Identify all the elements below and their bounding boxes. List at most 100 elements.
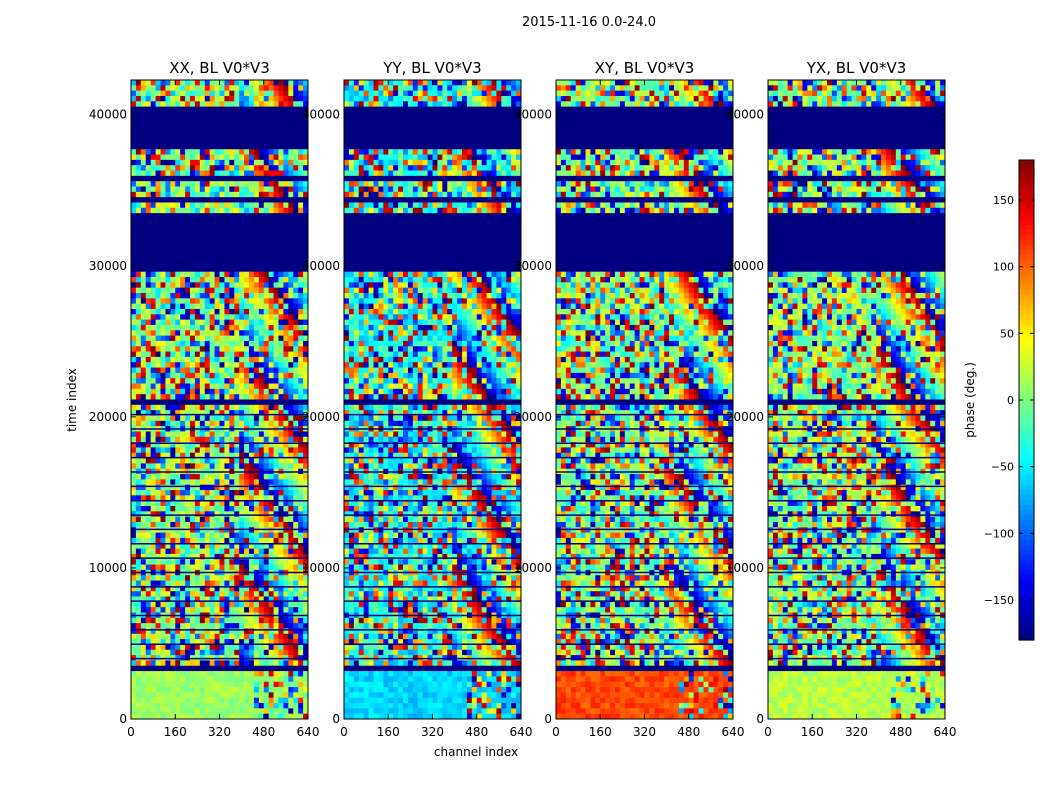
colorbar-segment bbox=[1019, 570, 1034, 576]
colorbar-segment bbox=[1019, 245, 1034, 251]
panel-1: YY, BL V0*V3 0 160 320 480 640 0 10000 20000 3000… bbox=[302, 59, 533, 739]
x-tick-label: 480 bbox=[889, 725, 912, 739]
colorbar-segment bbox=[1019, 565, 1034, 571]
y-tick-label: 10000 bbox=[302, 561, 340, 575]
colorbar-segment bbox=[1019, 480, 1034, 486]
x-tick-label: 480 bbox=[252, 725, 275, 739]
colorbar-segment bbox=[1019, 475, 1034, 481]
y-tick-label: 30000 bbox=[89, 259, 127, 273]
colorbar-segment bbox=[1019, 540, 1034, 546]
colorbar-segment bbox=[1019, 585, 1034, 591]
colorbar-segment bbox=[1019, 445, 1034, 451]
colorbar-segment bbox=[1019, 555, 1034, 561]
colorbar-segment bbox=[1019, 615, 1034, 621]
colorbar-segment bbox=[1019, 390, 1034, 396]
colorbar-tick-label: 150 bbox=[993, 194, 1014, 207]
colorbar-segment bbox=[1019, 470, 1034, 476]
panel-title: XX, BL V0*V3 bbox=[169, 59, 270, 77]
colorbar-segment bbox=[1019, 330, 1034, 336]
colorbar-segment bbox=[1019, 525, 1034, 531]
y-tick-label: 20000 bbox=[302, 410, 340, 424]
panel-title: YY, BL V0*V3 bbox=[382, 59, 481, 77]
colorbar-segment bbox=[1019, 595, 1034, 601]
colorbar-segment bbox=[1019, 170, 1034, 176]
colorbar-segment bbox=[1019, 335, 1034, 341]
phase-image bbox=[344, 80, 521, 719]
colorbar-segment bbox=[1019, 490, 1034, 496]
y-tick-label: 30000 bbox=[514, 259, 552, 273]
colorbar-segment bbox=[1019, 275, 1034, 281]
x-tick-label: 640 bbox=[934, 725, 957, 739]
y-tick-label: 0 bbox=[119, 712, 127, 726]
colorbar-segment bbox=[1019, 195, 1034, 201]
x-tick-label: 0 bbox=[340, 725, 348, 739]
y-tick-label: 30000 bbox=[302, 259, 340, 273]
colorbar-segment bbox=[1019, 190, 1034, 196]
x-tick-label: 640 bbox=[722, 725, 745, 739]
colorbar-segment bbox=[1019, 610, 1034, 616]
x-tick-label: 480 bbox=[677, 725, 700, 739]
y-tick-label: 40000 bbox=[89, 108, 127, 122]
colorbar-segment bbox=[1019, 460, 1034, 466]
colorbar-segment bbox=[1019, 325, 1034, 331]
colorbar-tick-label: −150 bbox=[984, 594, 1014, 607]
colorbar-segment bbox=[1019, 370, 1034, 376]
x-tick-label: 480 bbox=[465, 725, 488, 739]
colorbar-segment bbox=[1019, 210, 1034, 216]
colorbar-segment bbox=[1019, 545, 1034, 551]
y-tick-label: 20000 bbox=[726, 410, 764, 424]
figure-title: 2015-11-16 0.0-24.0 bbox=[522, 15, 656, 30]
colorbar-segment bbox=[1019, 315, 1034, 321]
x-tick-label: 320 bbox=[845, 725, 868, 739]
x-tick-label: 160 bbox=[164, 725, 187, 739]
colorbar-segment bbox=[1019, 340, 1034, 346]
x-tick-label: 320 bbox=[633, 725, 656, 739]
colorbar-segment bbox=[1019, 375, 1034, 381]
colorbar-segment bbox=[1019, 165, 1034, 171]
y-tick-label: 10000 bbox=[514, 561, 552, 575]
colorbar-segment bbox=[1019, 415, 1034, 421]
colorbar-segment bbox=[1019, 220, 1034, 226]
colorbar-segment bbox=[1019, 270, 1034, 276]
y-tick-label: 40000 bbox=[726, 108, 764, 122]
colorbar-segment bbox=[1019, 620, 1034, 626]
colorbar-segment bbox=[1019, 180, 1034, 186]
colorbar-segment bbox=[1019, 300, 1034, 306]
colorbar-segment bbox=[1019, 495, 1034, 501]
colorbar-segment bbox=[1019, 260, 1034, 266]
colorbar-segment bbox=[1019, 360, 1034, 366]
colorbar-segment bbox=[1019, 510, 1034, 516]
colorbar-segment bbox=[1019, 500, 1034, 506]
panels: XX, BL V0*V3 0 160 320 480 640 0 10000 20000 3000… bbox=[89, 59, 957, 739]
colorbar-segment bbox=[1019, 530, 1034, 536]
colorbar-segment bbox=[1019, 345, 1034, 351]
colorbar-segment bbox=[1019, 425, 1034, 431]
colorbar-segment bbox=[1019, 400, 1034, 406]
y-tick-label: 10000 bbox=[89, 561, 127, 575]
colorbar-tick-label: 100 bbox=[993, 261, 1014, 274]
y-tick-label: 40000 bbox=[302, 108, 340, 122]
colorbar-segment bbox=[1019, 380, 1034, 386]
colorbar-segment bbox=[1019, 435, 1034, 441]
colorbar-segment bbox=[1019, 625, 1034, 631]
panel-0: XX, BL V0*V3 0 160 320 480 640 0 10000 20000 3000… bbox=[89, 59, 320, 739]
x-tick-label: 640 bbox=[297, 725, 320, 739]
colorbar-segment bbox=[1019, 600, 1034, 606]
colorbar-segment bbox=[1019, 255, 1034, 261]
x-tick-label: 160 bbox=[801, 725, 824, 739]
panel-3: YX, BL V0*V3 0 160 320 480 640 0 10000 20000 3000… bbox=[726, 59, 957, 739]
colorbar-segment bbox=[1019, 355, 1034, 361]
colorbar-segment bbox=[1019, 575, 1034, 581]
colorbar-tick-label: −50 bbox=[991, 461, 1014, 474]
colorbar-segment bbox=[1019, 350, 1034, 356]
colorbar-tick-label: 50 bbox=[1000, 327, 1014, 340]
colorbar-segment bbox=[1019, 200, 1034, 206]
colorbar-segment bbox=[1019, 395, 1034, 401]
colorbar-segment bbox=[1019, 365, 1034, 371]
panel-title: XY, BL V0*V3 bbox=[595, 59, 695, 77]
colorbar-segment bbox=[1019, 185, 1034, 191]
colorbar-segment bbox=[1019, 405, 1034, 411]
colorbar-segment bbox=[1019, 560, 1034, 566]
phase-image bbox=[131, 80, 308, 719]
